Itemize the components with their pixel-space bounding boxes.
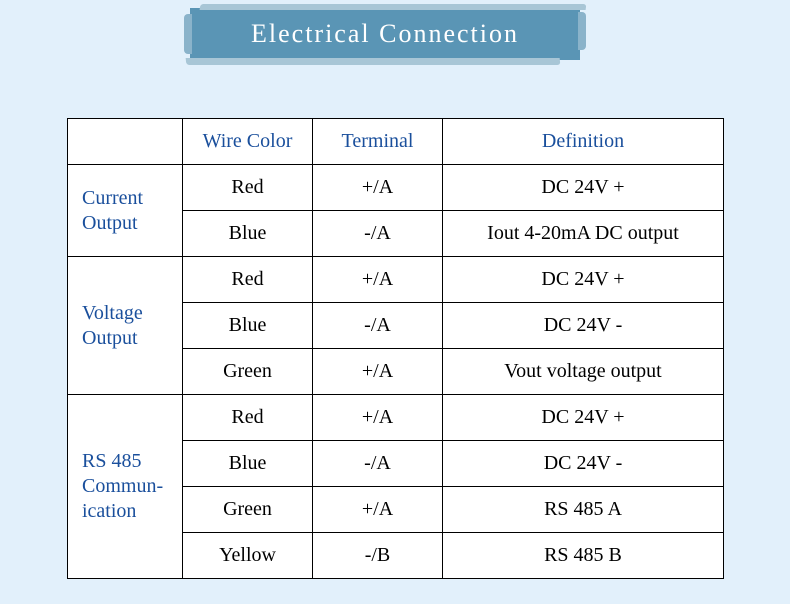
cell-terminal: +/A (313, 257, 443, 303)
cell-definition: RS 485 B (443, 533, 724, 579)
cell-terminal: -/A (313, 303, 443, 349)
table-row: VoltageOutputRed+/ADC 24V + (68, 257, 724, 303)
cell-terminal: +/A (313, 395, 443, 441)
connection-table: Wire Color Terminal Definition CurrentOu… (67, 118, 724, 579)
cell-wire-color: Blue (183, 441, 313, 487)
cell-wire-color: Blue (183, 211, 313, 257)
cell-terminal: +/A (313, 487, 443, 533)
table-body: CurrentOutputRed+/ADC 24V +Blue-/AIout 4… (68, 165, 724, 579)
cell-wire-color: Red (183, 165, 313, 211)
banner-brush-right (578, 12, 586, 50)
cell-terminal: +/A (313, 165, 443, 211)
group-label: RS 485Commun-ication (68, 395, 183, 579)
cell-terminal: +/A (313, 349, 443, 395)
cell-wire-color: Green (183, 349, 313, 395)
cell-definition: DC 24V + (443, 165, 724, 211)
cell-definition: DC 24V - (443, 441, 724, 487)
cell-terminal: -/A (313, 441, 443, 487)
cell-wire-color: Green (183, 487, 313, 533)
banner-title: Electrical Connection (251, 19, 519, 49)
cell-terminal: -/B (313, 533, 443, 579)
cell-definition: DC 24V + (443, 395, 724, 441)
cell-definition: Iout 4-20mA DC output (443, 211, 724, 257)
cell-wire-color: Red (183, 395, 313, 441)
cell-wire-color: Blue (183, 303, 313, 349)
header-terminal: Terminal (313, 119, 443, 165)
header-definition: Definition (443, 119, 724, 165)
table-row: CurrentOutputRed+/ADC 24V + (68, 165, 724, 211)
group-label: VoltageOutput (68, 257, 183, 395)
table-row: RS 485Commun-icationRed+/ADC 24V + (68, 395, 724, 441)
group-label: CurrentOutput (68, 165, 183, 257)
cell-definition: DC 24V + (443, 257, 724, 303)
table-header-row: Wire Color Terminal Definition (68, 119, 724, 165)
cell-definition: DC 24V - (443, 303, 724, 349)
header-wire-color: Wire Color (183, 119, 313, 165)
cell-wire-color: Yellow (183, 533, 313, 579)
cell-wire-color: Red (183, 257, 313, 303)
cell-definition: Vout voltage output (443, 349, 724, 395)
cell-terminal: -/A (313, 211, 443, 257)
section-banner: Electrical Connection (190, 8, 580, 60)
header-blank (68, 119, 183, 165)
connection-table-container: Wire Color Terminal Definition CurrentOu… (67, 118, 723, 579)
cell-definition: RS 485 A (443, 487, 724, 533)
banner-brush-left (184, 14, 192, 54)
